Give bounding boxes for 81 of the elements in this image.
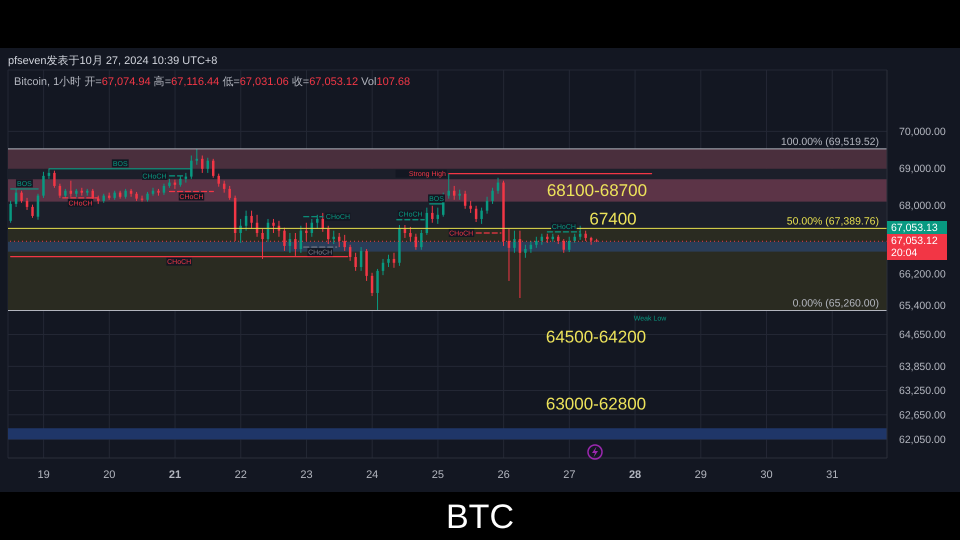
x-tick-label: 27 (563, 469, 576, 481)
x-tick-label: 24 (366, 469, 378, 481)
y-tick-label: 63,850.00 (899, 361, 946, 374)
candlestick (206, 157, 209, 174)
ref-line-label: 50.00% (67,389.76) (786, 215, 879, 228)
text: 67,053.12 20:04 (891, 235, 938, 259)
text: Bitcoin, 1小时 开=67,074.94 高=67,116.44 低=67,031.06 收=67,053.12 Vol107.68 (14, 76, 410, 88)
candlestick (228, 185, 231, 200)
annotation: 63000-62800 (546, 394, 646, 414)
candlestick (217, 173, 220, 188)
y-tick-label: 68,000.00 (899, 200, 946, 212)
candlestick (322, 212, 324, 232)
candlestick (568, 236, 570, 253)
candlestick (448, 173, 450, 200)
candlestick (288, 232, 292, 254)
candlestick (354, 252, 357, 272)
candlestick (272, 218, 275, 234)
candlestick (452, 185, 456, 200)
candlestick (496, 177, 500, 194)
candlestick (222, 180, 226, 194)
candlestick (360, 246, 362, 272)
candlestick (174, 179, 176, 190)
candlestick (404, 224, 406, 238)
candlestick (376, 268, 379, 312)
candlestick (250, 210, 253, 230)
candlestick (474, 205, 478, 222)
x-tick-label: 28 (628, 469, 642, 481)
y-tick-label: 70,000.00 (899, 126, 946, 138)
y-tick-label: 62,050.00 (899, 434, 946, 446)
y-tick-label: 65,400.00 (899, 300, 946, 312)
ref-line-label: 100.00% (69,519.52) (780, 136, 879, 148)
x-tick-label: 26 (498, 469, 510, 481)
candlestick (42, 171, 45, 198)
annotation: 67400 (589, 210, 637, 228)
candlestick (469, 200, 472, 214)
candlestick (300, 225, 302, 254)
y-tick-label: 64,650.00 (899, 329, 946, 342)
candlestick (392, 252, 396, 268)
candlestick (431, 205, 434, 224)
candlestick (370, 272, 374, 297)
candlestick (256, 214, 258, 238)
x-tick-label: 31 (826, 469, 838, 481)
candlestick (513, 230, 516, 254)
y-tick-label: 69,000.00 (899, 162, 946, 175)
candlestick (486, 196, 488, 214)
x-tick-label: 20 (103, 469, 116, 481)
candlestick (524, 244, 527, 258)
candlestick (9, 200, 12, 224)
candlestick (464, 190, 466, 210)
candlestick (20, 190, 23, 204)
candlestick (530, 240, 532, 254)
chart-title: pfseven发表于10月 27, 2024 10:39 UTC+8 (8, 54, 218, 68)
candlestick (53, 170, 56, 188)
y-tick-label: 66,200.00 (899, 268, 946, 281)
candlestick (201, 155, 204, 174)
candlestick (184, 172, 188, 184)
y-tick-label: 63,250.00 (899, 385, 946, 398)
candlestick (162, 183, 166, 196)
candlestick (480, 207, 483, 224)
text: BTC (446, 498, 514, 536)
candlestick (535, 236, 538, 248)
candlestick (420, 229, 423, 250)
candlestick (540, 233, 544, 246)
x-tick-label: 21 (168, 469, 182, 481)
x-tick-label: 25 (432, 469, 444, 481)
x-tick-label: 22 (234, 469, 247, 481)
candlestick (436, 207, 440, 224)
candlestick (26, 197, 28, 210)
band-label: 68100-68700 (546, 180, 648, 200)
ref-line-label: 0.00% (65,260.00) (792, 298, 879, 310)
candlestick (212, 158, 214, 178)
text: 67,053.13 (891, 222, 938, 234)
candlestick (491, 187, 494, 204)
x-tick-label: 29 (694, 469, 707, 481)
candlestick (244, 210, 248, 232)
x-tick-label: 30 (760, 469, 773, 481)
y-tick-label: 62,650.00 (899, 410, 946, 422)
annotation: 64500-64200 (546, 328, 646, 346)
x-tick-label: 23 (300, 469, 313, 481)
x-tick-label: 19 (37, 469, 50, 481)
candlestick (124, 188, 127, 200)
